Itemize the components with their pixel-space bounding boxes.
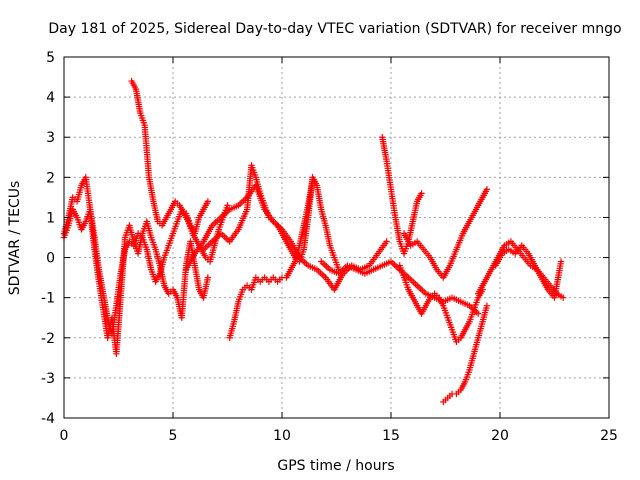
y-tick-label: -1 <box>41 291 55 307</box>
data-point <box>204 274 212 281</box>
data-point <box>557 258 565 265</box>
y-tick-label: 5 <box>46 50 55 66</box>
x-tick-label: 0 <box>60 428 69 444</box>
data-point <box>560 294 567 301</box>
grid <box>64 57 609 418</box>
data-series <box>60 77 567 406</box>
series-sat-track-k <box>440 302 491 406</box>
series-sat-track-c <box>128 77 231 265</box>
x-tick-label: 10 <box>273 428 291 444</box>
data-point <box>418 190 425 197</box>
y-tick-label: 3 <box>46 130 55 146</box>
y-axis-title: SDTVAR / TECUs <box>7 181 23 296</box>
data-point <box>475 310 482 317</box>
y-tick-label: -2 <box>41 331 55 347</box>
x-tick-label: 20 <box>491 428 509 444</box>
data-point <box>204 198 212 205</box>
series-sat-track-j <box>400 186 491 281</box>
chart-title: Day 181 of 2025, Sidereal Day-to-day VTE… <box>48 21 621 37</box>
y-tick-label: -3 <box>41 371 55 387</box>
x-tick-label: 15 <box>382 428 400 444</box>
data-point <box>483 186 491 193</box>
plot-frame <box>63 56 610 419</box>
y-tick-label: 2 <box>46 170 55 186</box>
x-tick-label: 25 <box>600 428 618 444</box>
y-tick-label: 1 <box>46 210 55 226</box>
x-tick-label: 5 <box>169 428 178 444</box>
series-sat-track-b <box>60 174 212 358</box>
series-sat-track-h <box>379 134 425 257</box>
y-tick-label: 4 <box>46 90 55 106</box>
axis-ticks: 0 5 10 15 20 25 -4 -3 -2 -1 0 1 2 3 4 5 <box>41 50 618 444</box>
series-sat-track-i <box>396 262 486 345</box>
x-axis-title: GPS time / hours <box>277 458 394 474</box>
series-sat-track-m <box>492 242 565 301</box>
data-point <box>383 238 390 245</box>
data-point <box>224 202 231 209</box>
series-sat-track-e <box>200 162 342 273</box>
data-point <box>483 302 491 309</box>
y-tick-label: 0 <box>46 251 55 267</box>
y-tick-label: -4 <box>41 411 55 427</box>
